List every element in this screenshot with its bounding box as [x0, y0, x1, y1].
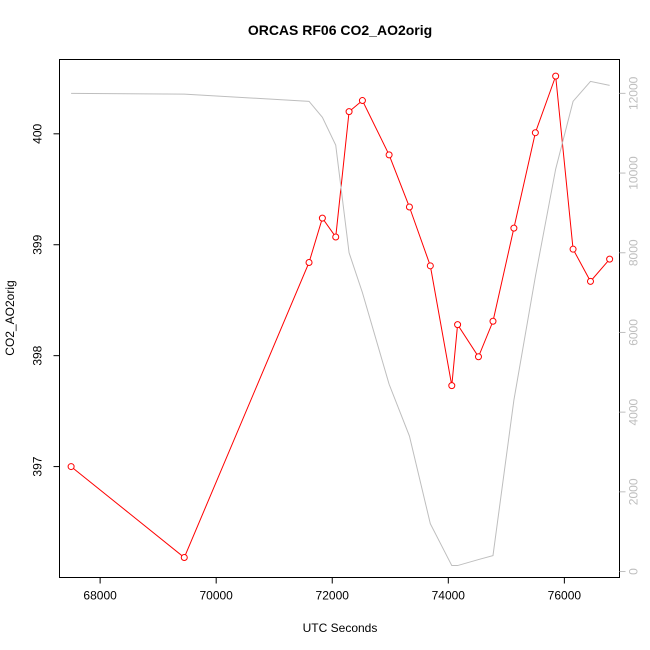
data-point: [586, 277, 594, 285]
x-tick-label: 74000: [432, 589, 466, 603]
y2-tick-label: 4000: [627, 398, 641, 425]
y2-tick-label: 2000: [627, 478, 641, 505]
data-point: [67, 463, 75, 471]
co2-series-line: [70, 75, 611, 559]
y-tick-label: 399: [31, 234, 45, 254]
data-point: [531, 129, 539, 137]
data-point: [385, 151, 393, 159]
data-point: [305, 258, 313, 266]
data-point: [510, 224, 518, 232]
data-point: [405, 203, 413, 211]
y2-tick-label: 0: [627, 568, 641, 575]
y-tick-label: 397: [31, 456, 45, 476]
data-point: [318, 214, 326, 222]
secondary-series-line: [71, 80, 610, 567]
data-point: [454, 321, 462, 329]
data-point: [569, 245, 577, 253]
y2-tick-label: 8000: [627, 239, 641, 266]
x-tick-label: 72000: [316, 589, 350, 603]
y2-tick-label: 6000: [627, 319, 641, 346]
data-point: [606, 255, 614, 263]
x-tick-label: 76000: [548, 589, 582, 603]
data-point: [332, 233, 340, 241]
data-point: [474, 353, 482, 361]
plot-frame: [59, 59, 620, 578]
data-point: [489, 317, 497, 325]
y-axis-label: CO2_AO2orig: [3, 280, 17, 355]
x-tick-label: 70000: [199, 589, 233, 603]
x-axis-label: UTC Seconds: [303, 621, 378, 635]
y2-tick-label: 10000: [627, 156, 641, 190]
x-tick-label: 68000: [83, 589, 117, 603]
y2-tick-label: 12000: [627, 76, 641, 110]
data-point: [426, 262, 434, 270]
y-tick-label: 398: [31, 345, 45, 365]
chart-title: ORCAS RF06 CO2_AO2orig: [248, 22, 432, 38]
data-point: [552, 72, 560, 80]
data-point: [358, 97, 366, 105]
data-point: [448, 382, 456, 390]
data-point: [345, 108, 353, 116]
data-point: [180, 554, 188, 562]
y-tick-label: 400: [31, 123, 45, 143]
